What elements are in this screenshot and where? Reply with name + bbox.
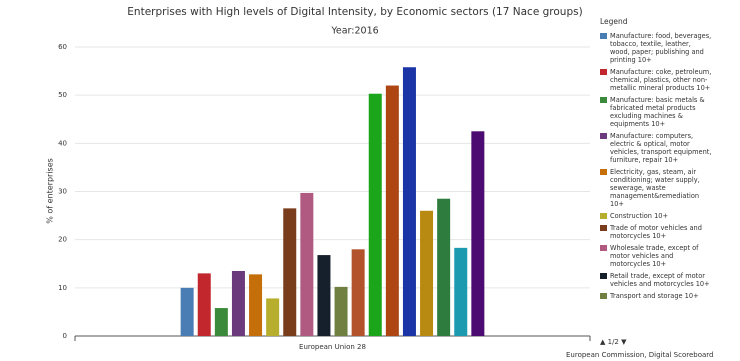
legend-title: Legend — [600, 18, 628, 26]
legend-label: Retail trade, except of motor vehicles a… — [610, 272, 710, 288]
y-tick-label: 40 — [58, 139, 67, 147]
legend-swatch — [600, 97, 607, 103]
bar — [249, 274, 263, 336]
y-tick-label: 10 — [58, 284, 67, 292]
legend-swatch — [600, 133, 607, 139]
bar — [420, 210, 434, 336]
chart-subtitle: Year:2016 — [330, 26, 378, 37]
legend-label: Wholesale trade, except of motor vehicle… — [610, 244, 699, 268]
legend-label: Manufacture: computers, electric & optic… — [610, 132, 712, 164]
bar — [402, 67, 416, 336]
legend-item[interactable]: Construction 10+ — [600, 212, 712, 220]
bar — [437, 198, 451, 336]
legend-swatch — [600, 69, 607, 75]
legend-swatch — [600, 213, 607, 219]
y-tick-label: 0 — [63, 332, 67, 340]
legend-pager[interactable]: ▲ 1/2 ▼ — [600, 338, 627, 346]
bar — [471, 131, 485, 336]
legend-item[interactable]: Manufacture: basic metals & fabricated m… — [600, 96, 712, 128]
bar — [300, 192, 314, 336]
legend-item[interactable]: Electricity, gas, steam, air conditionin… — [600, 168, 712, 208]
bar — [334, 286, 348, 336]
y-axis-label: % of enterprises — [46, 158, 55, 224]
legend-label: Manufacture: food, beverages, tobacco, t… — [610, 32, 712, 64]
legend-item[interactable]: Manufacture: coke, petroleum, chemical, … — [600, 68, 712, 92]
legend-label: Transport and storage 10+ — [610, 292, 699, 300]
legend-swatch — [600, 273, 607, 279]
legend-label: Manufacture: basic metals & fabricated m… — [610, 96, 705, 128]
legend-item[interactable]: Wholesale trade, except of motor vehicle… — [600, 244, 712, 268]
bar — [351, 249, 365, 336]
bar — [231, 270, 245, 336]
bar — [368, 93, 382, 336]
bar — [180, 287, 194, 336]
credit: European Commission, Digital Scoreboard — [566, 351, 714, 359]
legend-label: Electricity, gas, steam, air conditionin… — [610, 168, 700, 208]
legend-label: Manufacture: coke, petroleum, chemical, … — [610, 68, 712, 92]
bar — [214, 308, 228, 336]
y-tick-label: 50 — [58, 91, 67, 99]
bar — [197, 273, 211, 336]
legend-swatch — [600, 293, 607, 299]
legend-item[interactable]: Trade of motor vehicles and motorcycles … — [600, 224, 712, 240]
bar — [283, 208, 297, 336]
legend-item[interactable]: Manufacture: computers, electric & optic… — [600, 132, 712, 164]
bar — [266, 298, 280, 336]
legend-swatch — [600, 169, 607, 175]
x-tick-label: European Union 28 — [299, 343, 366, 351]
legend-page: 1/2 — [607, 338, 619, 346]
y-tick-label: 60 — [58, 43, 67, 51]
legend-item[interactable]: Manufacture: food, beverages, tobacco, t… — [600, 32, 712, 64]
bar — [385, 85, 399, 337]
legend-item[interactable]: Transport and storage 10+ — [600, 292, 712, 300]
legend: Legend Manufacture: food, beverages, tob… — [600, 18, 712, 336]
y-tick-label: 30 — [58, 188, 67, 196]
bar — [454, 247, 468, 336]
bar — [317, 255, 331, 336]
legend-label: Construction 10+ — [610, 212, 668, 220]
legend-swatch — [600, 245, 607, 251]
chart-title: Enterprises with High levels of Digital … — [127, 6, 582, 18]
legend-label: Trade of motor vehicles and motorcycles … — [610, 224, 702, 240]
y-tick-label: 20 — [58, 236, 67, 244]
legend-item[interactable]: Retail trade, except of motor vehicles a… — [600, 272, 712, 288]
legend-swatch — [600, 225, 607, 231]
legend-swatch — [600, 33, 607, 39]
